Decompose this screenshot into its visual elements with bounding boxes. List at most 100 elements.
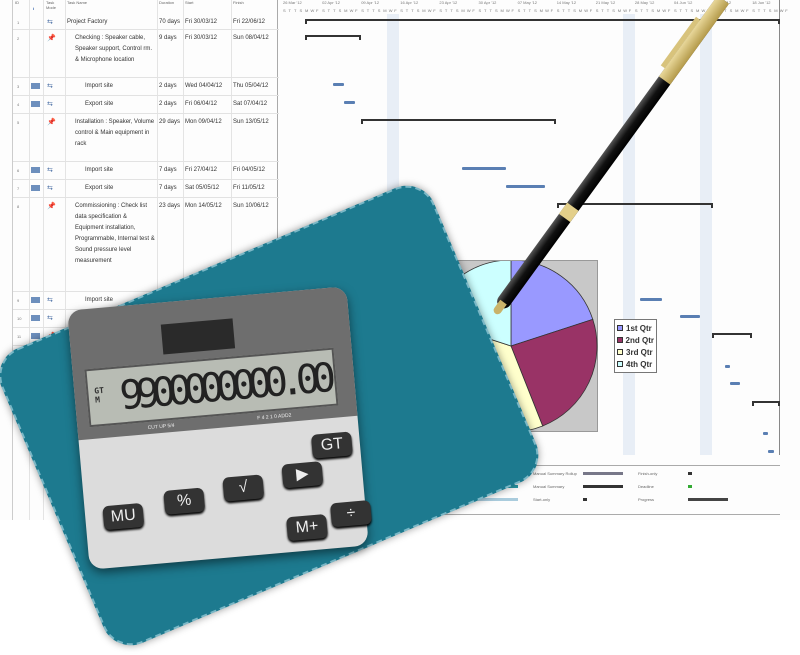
table-row[interactable]: 5 📌 Installation : Speaker, Volume contr…	[13, 114, 279, 162]
week-label: 16 Apr '12	[400, 0, 419, 5]
calendar-icon	[31, 167, 40, 173]
pie-slice-1	[510, 259, 594, 347]
day-label: M	[735, 8, 739, 13]
day-label: F	[433, 8, 436, 13]
day-label: T	[288, 8, 291, 13]
day-label: T	[562, 8, 565, 13]
day-label: W	[506, 8, 510, 13]
table-row[interactable]: 6 ⇆ Import site 7 days Fri 27/04/12 Fri …	[13, 162, 279, 180]
auto-task-icon: ⇆	[47, 167, 53, 174]
task-bar[interactable]	[333, 83, 344, 86]
day-label: W	[584, 8, 588, 13]
day-label: S	[322, 8, 325, 13]
day-label: T	[757, 8, 761, 13]
weekend-shading	[700, 14, 712, 455]
row-id: 5	[17, 120, 20, 125]
summary-bar[interactable]	[712, 333, 752, 338]
task-duration: 23 days	[159, 203, 181, 209]
pie-legend: 1st Qtr 2nd Qtr 3rd Qtr 4th Qtr	[614, 319, 657, 373]
day-label: M	[305, 8, 309, 13]
task-bar[interactable]	[640, 298, 662, 301]
calc-key[interactable]: %	[163, 487, 206, 515]
task-start: Mon 14/05/12	[185, 203, 222, 209]
legend-swatch	[617, 349, 623, 355]
calendar-icon	[31, 333, 40, 339]
task-finish: Thu 05/04/12	[233, 83, 269, 89]
auto-task-icon: ⇆	[47, 297, 53, 304]
task-finish: Fri 22/06/12	[233, 19, 266, 25]
day-label: W	[388, 8, 393, 13]
calendar-icon	[31, 297, 40, 303]
header-duration: Duration	[159, 0, 175, 5]
legend-item: Deadline	[638, 484, 654, 489]
task-bar[interactable]	[344, 101, 356, 104]
task-bar[interactable]	[461, 167, 506, 170]
table-row[interactable]: 1 ⇆ Project Factory 70 days Fri 30/03/12…	[13, 14, 279, 30]
calc-key[interactable]: M+	[286, 513, 328, 542]
day-label: S	[299, 8, 303, 13]
legend-item: Start-only	[533, 497, 551, 502]
day-label: S	[338, 8, 342, 13]
task-finish: Fri 11/05/12	[233, 185, 265, 191]
calc-key[interactable]: ▶	[281, 461, 324, 489]
day-label: T	[523, 8, 526, 13]
task-bar[interactable]	[725, 365, 730, 368]
day-label: F	[550, 8, 554, 13]
table-row[interactable]: 4 ⇆ Export site 2 days Fri 06/04/12 Sat …	[13, 96, 279, 114]
task-name: Commissioning : Check list data specific…	[75, 203, 155, 264]
task-name: Export site	[85, 185, 114, 191]
summary-bar[interactable]	[556, 203, 713, 208]
calc-key[interactable]: MU	[102, 502, 145, 531]
day-label: M	[383, 8, 387, 13]
weekend-shading	[623, 14, 635, 455]
legend-item: Manual Summary Rollup	[533, 471, 577, 476]
header-name: Task Name	[67, 0, 88, 5]
day-label: T	[601, 8, 604, 13]
summary-bar[interactable]	[752, 401, 780, 406]
day-label: M	[696, 8, 700, 13]
day-label: S	[478, 8, 482, 13]
day-label: T	[724, 8, 727, 13]
task-bar[interactable]	[768, 450, 774, 453]
week-label: 23 Apr '12	[439, 0, 458, 5]
week-label: 14 May '12	[556, 0, 577, 5]
week-label: 09 Apr '12	[361, 0, 380, 5]
auto-task-icon: ⇆	[47, 83, 53, 90]
legend-swatch	[688, 485, 692, 488]
task-finish: Sun 08/04/12	[233, 35, 269, 41]
table-row[interactable]: 3 ⇆ Import site 2 days Wed 04/04/12 Thu …	[13, 78, 279, 96]
summary-bar[interactable]	[305, 19, 780, 24]
task-name: Import site	[85, 297, 114, 303]
table-row[interactable]: 2 📌 Checking : Speaker cable, Speaker su…	[13, 30, 279, 78]
day-label: M	[774, 8, 778, 13]
summary-bar[interactable]	[305, 35, 361, 40]
day-label: S	[455, 8, 459, 13]
task-bar[interactable]	[763, 432, 768, 435]
day-label: S	[573, 8, 576, 13]
calculator-display: GT M 9900000000.00	[84, 347, 339, 428]
calc-key[interactable]: √	[222, 474, 265, 502]
task-bar[interactable]	[680, 315, 700, 318]
legend-swatch	[617, 337, 623, 343]
calc-key[interactable]: GT	[310, 431, 353, 459]
day-label: S	[612, 8, 615, 13]
day-label: T	[333, 8, 336, 13]
day-label: T	[640, 8, 643, 13]
task-start: Fri 27/04/12	[185, 167, 218, 173]
day-label: F	[472, 8, 475, 13]
week-label: 21 May '12	[595, 0, 616, 5]
day-label: S	[768, 8, 772, 13]
task-bar[interactable]	[506, 185, 545, 188]
task-bar[interactable]	[730, 382, 740, 385]
task-start: Sat 05/05/12	[185, 185, 220, 191]
table-row[interactable]: 7 ⇆ Export site 7 days Sat 05/05/12 Fri …	[13, 180, 279, 198]
calc-key[interactable]: ÷	[330, 500, 372, 528]
task-duration: 7 days	[159, 167, 177, 173]
calculator: GT M 9900000000.00 CUT UP 5/4 F 4 2 1 0 …	[67, 286, 372, 570]
summary-bar[interactable]	[361, 119, 557, 124]
day-label: W	[310, 8, 315, 13]
table-row[interactable]: 8 📌 Commissioning : Check list data spec…	[13, 198, 279, 292]
day-label: M	[500, 8, 504, 13]
row-id: 11	[17, 334, 22, 339]
day-label: F	[355, 8, 358, 13]
